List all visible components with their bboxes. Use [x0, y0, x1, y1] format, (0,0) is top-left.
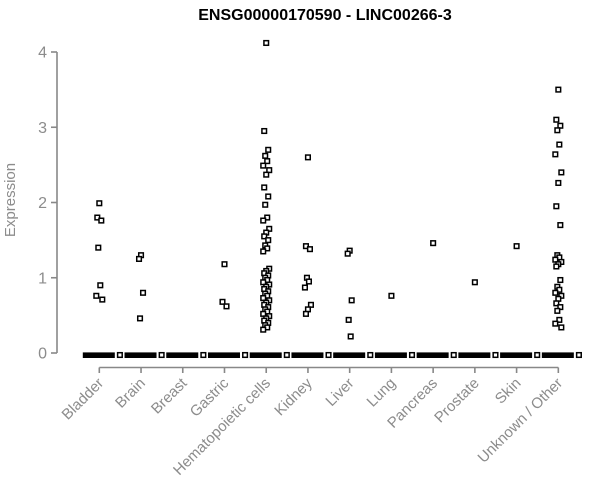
- x-category-label: Brain: [112, 375, 149, 412]
- zero-cluster-point: [450, 351, 457, 359]
- data-point: [513, 243, 520, 250]
- data-point: [558, 324, 565, 331]
- zero-cluster-point: [116, 351, 123, 359]
- y-tick-label: 3: [38, 120, 47, 137]
- data-point: [306, 246, 313, 253]
- chart-title: ENSG00000170590 - LINC00266-3: [198, 7, 452, 24]
- data-point: [430, 240, 437, 247]
- data-point: [96, 200, 103, 207]
- y-tick-label: 2: [38, 195, 47, 212]
- data-point: [135, 255, 143, 262]
- data-point: [555, 86, 562, 93]
- data-point: [347, 333, 354, 340]
- zero-cluster-point: [408, 351, 416, 359]
- data-point: [471, 279, 478, 286]
- zero-cluster-bar: [82, 352, 115, 358]
- data-point: [305, 278, 312, 285]
- zero-cluster-point: [242, 351, 249, 359]
- y-tick-label: 4: [38, 45, 47, 62]
- data-point: [260, 326, 267, 333]
- data-point: [261, 233, 268, 240]
- x-category-label: Liver: [322, 375, 357, 410]
- data-point: [388, 292, 395, 299]
- zero-cluster-bar: [333, 352, 366, 358]
- zero-cluster-point: [492, 351, 499, 359]
- data-point: [344, 250, 351, 257]
- data-point: [262, 201, 269, 208]
- data-point: [558, 169, 565, 176]
- zero-cluster-point: [534, 351, 541, 359]
- data-point: [553, 300, 560, 307]
- data-point: [552, 151, 559, 158]
- data-point: [265, 146, 272, 153]
- data-point: [263, 39, 270, 47]
- zero-cluster-point: [575, 351, 582, 359]
- zero-cluster-bar: [166, 352, 199, 358]
- data-point: [264, 158, 271, 165]
- data-point: [552, 289, 559, 296]
- y-tick-label: 0: [38, 346, 47, 363]
- zero-cluster-point: [367, 351, 374, 359]
- data-point: [221, 261, 228, 268]
- data-point: [345, 316, 352, 323]
- data-point: [348, 297, 355, 304]
- data-point: [93, 292, 100, 299]
- data-point: [265, 237, 272, 244]
- x-category-label: Prostate: [431, 375, 483, 427]
- x-category-label: Skin: [492, 375, 525, 408]
- zero-cluster-bar: [416, 352, 449, 358]
- data-point: [554, 307, 561, 314]
- data-point: [555, 179, 562, 186]
- data-point: [95, 244, 102, 251]
- data-point: [261, 184, 268, 191]
- data-point: [302, 310, 309, 317]
- data-point: [553, 203, 560, 210]
- zero-cluster-bar: [249, 352, 282, 358]
- data-point: [557, 276, 564, 284]
- data-point: [262, 152, 269, 159]
- data-point: [554, 127, 561, 134]
- data-point: [552, 320, 559, 327]
- zero-cluster-bar: [124, 352, 157, 358]
- zero-cluster-bar: [207, 352, 240, 358]
- zero-cluster-point: [325, 351, 332, 359]
- data-point: [260, 217, 267, 224]
- data-point: [556, 316, 563, 323]
- data-point: [263, 171, 270, 178]
- x-category-label: Bladder: [59, 375, 108, 424]
- zero-cluster-bar: [291, 352, 324, 358]
- data-point: [553, 116, 560, 123]
- data-point: [99, 296, 106, 303]
- data-point: [136, 315, 144, 322]
- data-point: [556, 141, 563, 148]
- zero-cluster-bar: [458, 352, 491, 358]
- y-axis-label: Expression: [2, 162, 19, 238]
- data-point: [97, 282, 104, 289]
- x-category-label: Kidney: [271, 374, 316, 419]
- data-point: [304, 154, 311, 161]
- data-point: [557, 222, 564, 229]
- data-point: [260, 162, 267, 169]
- data-point: [98, 217, 105, 224]
- x-category-label: Lung: [364, 375, 400, 411]
- data-point: [223, 303, 230, 310]
- zero-cluster-bar: [500, 352, 533, 358]
- data-point: [139, 289, 147, 296]
- data-point: [553, 263, 560, 270]
- zero-cluster-bar: [374, 352, 407, 358]
- zero-cluster-point: [283, 351, 290, 359]
- data-point: [261, 127, 268, 135]
- data-point: [301, 284, 308, 291]
- data-point: [219, 298, 226, 305]
- x-category-label: Breast: [148, 374, 191, 417]
- data-point: [260, 248, 267, 255]
- y-tick-label: 1: [38, 270, 47, 287]
- zero-cluster-bar: [541, 352, 574, 358]
- data-point: [265, 193, 272, 200]
- zero-cluster-point: [158, 351, 165, 359]
- zero-cluster-point: [200, 351, 207, 359]
